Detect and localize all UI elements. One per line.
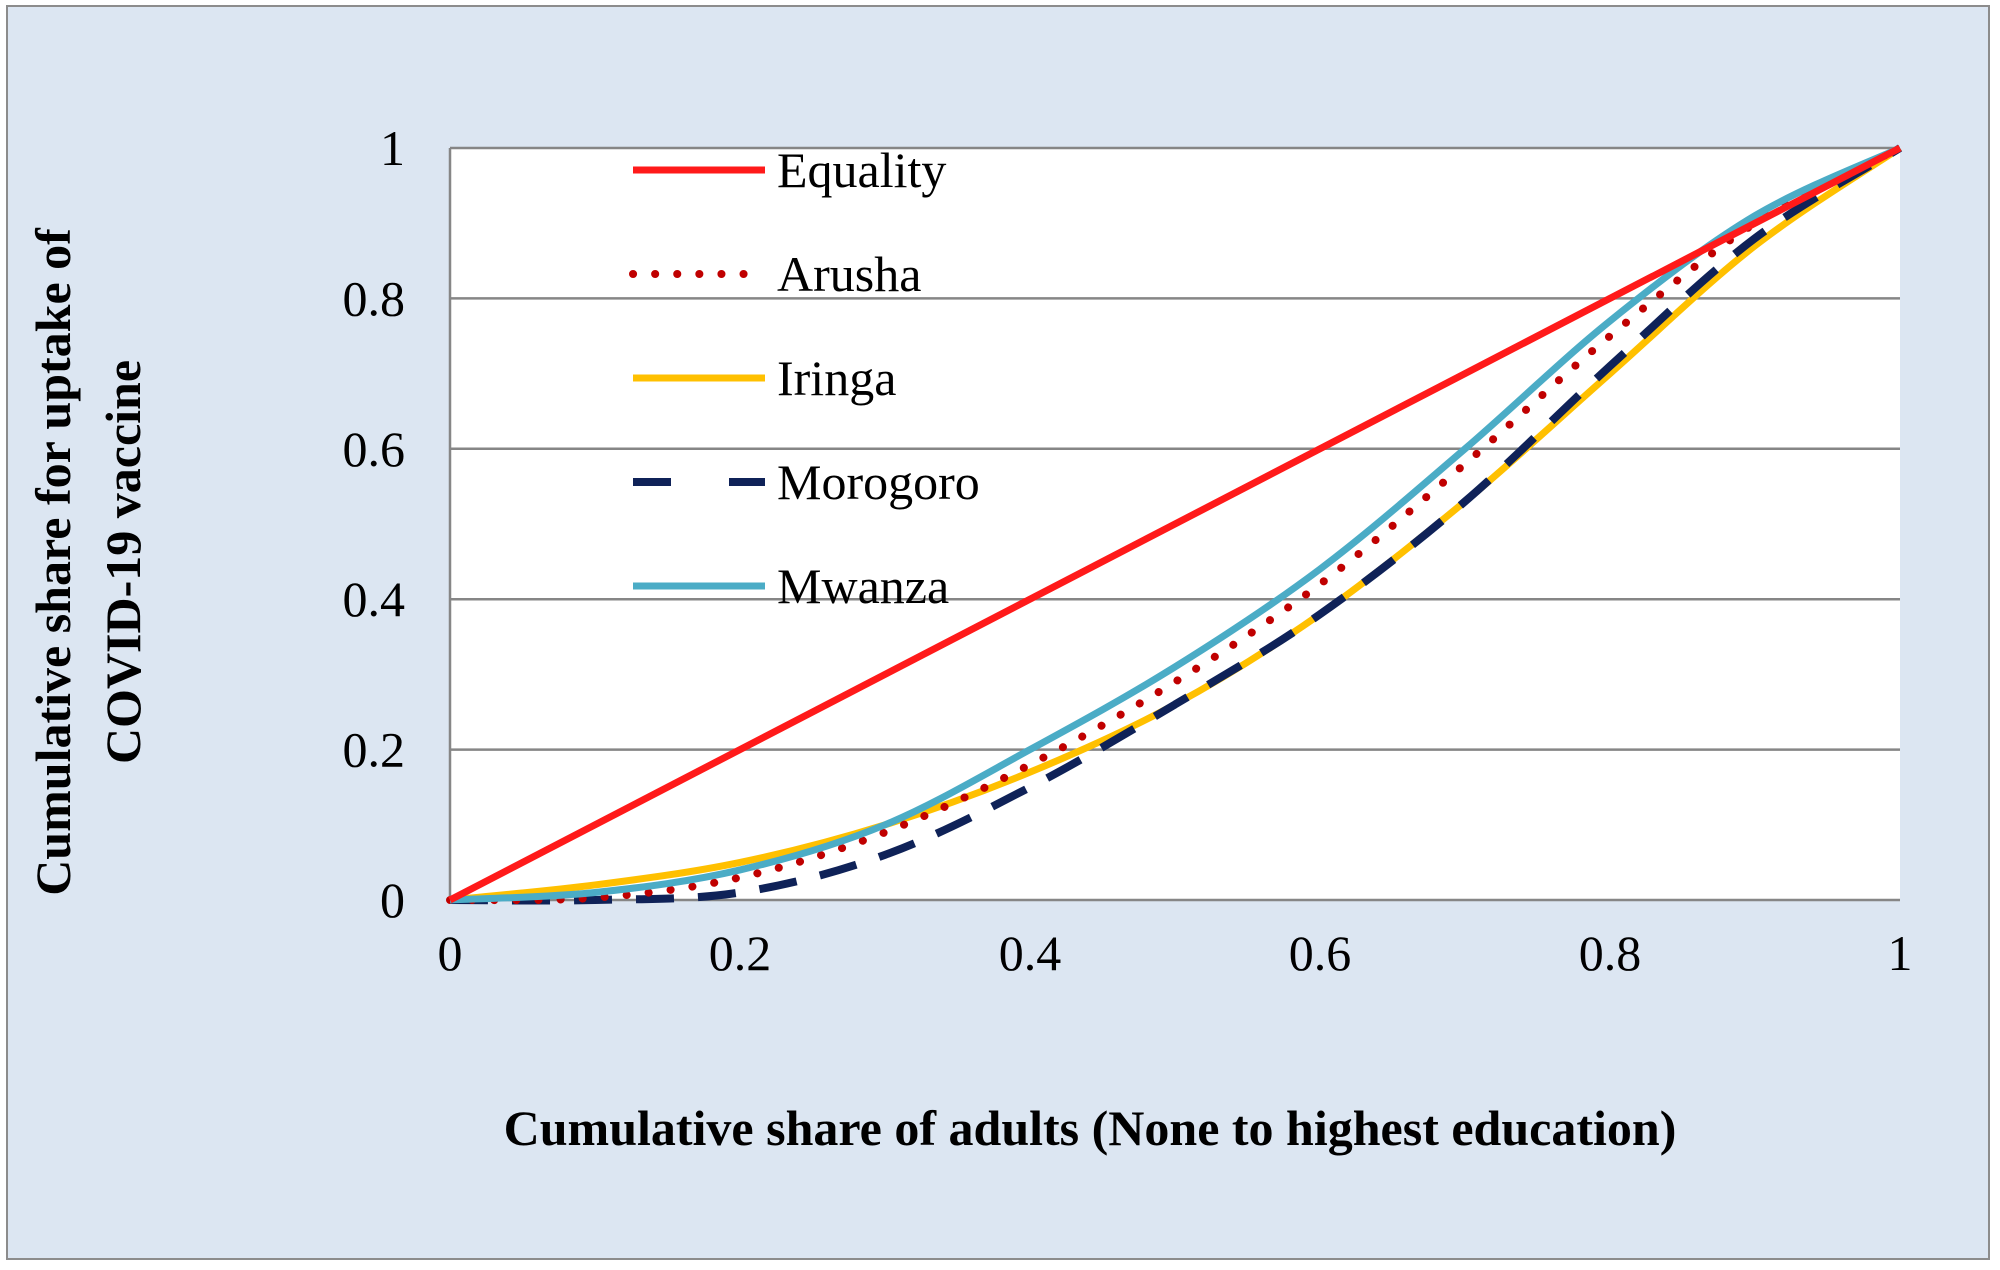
x-tick-label: 1 [1888, 925, 1913, 981]
y-tick-label: 0 [380, 872, 405, 928]
x-tick-labels: 0 0.2 0.4 0.6 0.8 1 [438, 925, 1913, 981]
x-tick-label: 0.8 [1579, 925, 1642, 981]
y-tick-label: 0.8 [343, 270, 406, 326]
x-tick-label: 0.6 [1289, 925, 1352, 981]
y-axis-title: Cumulative share for uptake of COVID-19 … [25, 227, 151, 896]
legend-label: Equality [777, 142, 946, 198]
plot-border [448, 148, 1900, 902]
series-line-morogoro [449, 144, 1903, 905]
y-tick-label: 0.2 [343, 722, 406, 778]
series-line-equality [448, 144, 1902, 904]
legend-label: Arusha [777, 246, 921, 302]
x-tick-label: 0 [438, 925, 463, 981]
series-line-iringa [449, 145, 1902, 904]
legend-item-iringa: Iringa [633, 350, 896, 406]
legend-label: Mwanza [777, 558, 949, 614]
gridlines [450, 146, 1900, 751]
legend-item-morogoro: Morogoro [633, 454, 980, 510]
y-tick-labels: 0 0.2 0.4 0.6 0.8 1 [343, 120, 406, 928]
legend: Equality Arusha Iringa Morogoro Mwanza [629, 142, 980, 614]
legend-item-equality: Equality [633, 142, 946, 198]
series-layer [446, 144, 1904, 905]
y-tick-label: 0.6 [343, 421, 406, 477]
x-axis-title: Cumulative share of adults (None to high… [504, 1100, 1677, 1156]
y-axis-title-line-2: COVID-19 vaccine [95, 360, 151, 764]
series-line-mwanza [449, 144, 1902, 904]
legend-label: Morogoro [777, 454, 980, 510]
y-tick-label: 0.4 [343, 571, 406, 627]
legend-item-mwanza: Mwanza [633, 558, 949, 614]
legend-item-arusha: Arusha [629, 246, 921, 302]
y-axis-title-line-1: Cumulative share for uptake of [25, 227, 81, 896]
y-tick-label: 1 [380, 120, 405, 176]
x-tick-label: 0.4 [999, 925, 1062, 981]
legend-label: Iringa [777, 350, 896, 406]
x-tick-label: 0.2 [709, 925, 772, 981]
